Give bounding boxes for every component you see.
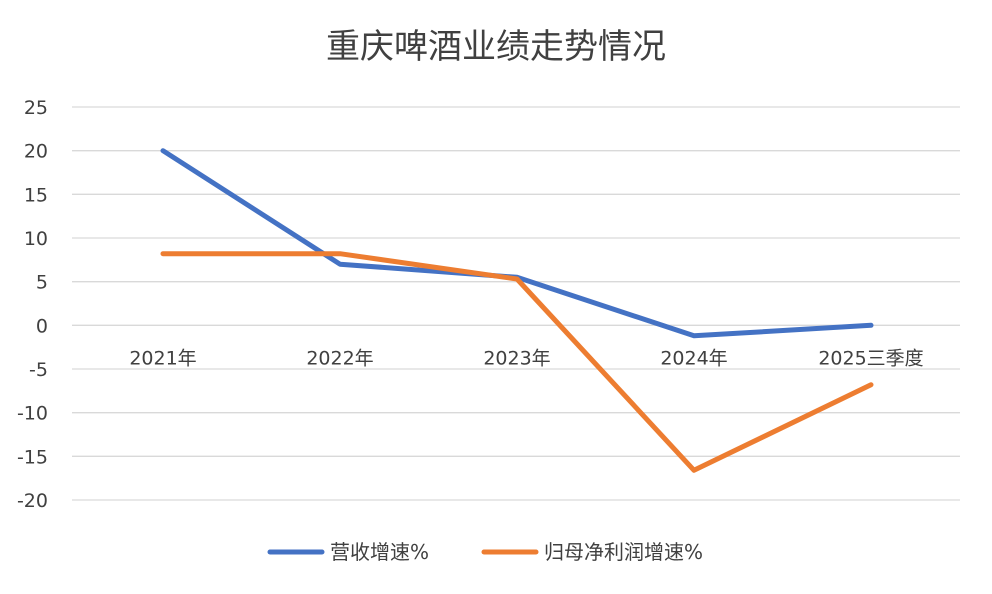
x-axis-ticks: 2021年 2022年 2023年 2024年 2025三季度 (129, 347, 923, 369)
y-tick-label: -10 (17, 403, 48, 425)
gridlines (72, 106, 960, 501)
y-tick-label: -20 (17, 490, 48, 512)
y-tick-label: 5 (36, 272, 48, 294)
y-tick-label: 15 (24, 184, 48, 206)
y-tick-label: -15 (17, 446, 48, 468)
legend: 营收增速% 归母净利润增速% (267, 540, 703, 564)
x-tick-label: 2025三季度 (818, 347, 923, 369)
y-tick-label: 0 (36, 315, 48, 337)
chart-title: 重庆啤酒业绩走势情况 (326, 27, 666, 67)
series-lines (160, 148, 874, 473)
y-tick-label: 25 (24, 97, 48, 119)
x-tick-label: 2024年 (660, 347, 727, 369)
series-line-0 (160, 148, 874, 339)
x-tick-label: 2023年 (483, 347, 550, 369)
x-tick-label: 2022年 (306, 347, 373, 369)
y-tick-label: 20 (24, 141, 48, 163)
legend-label: 营收增速% (330, 540, 429, 564)
y-axis-ticks: 25 20 15 10 5 0 -5 -10 -15 -20 (17, 97, 48, 512)
x-tick-label: 2021年 (129, 347, 196, 369)
y-tick-label: -5 (29, 359, 48, 381)
legend-label: 归母净利润增速% (544, 540, 703, 564)
y-tick-label: 10 (24, 228, 48, 250)
